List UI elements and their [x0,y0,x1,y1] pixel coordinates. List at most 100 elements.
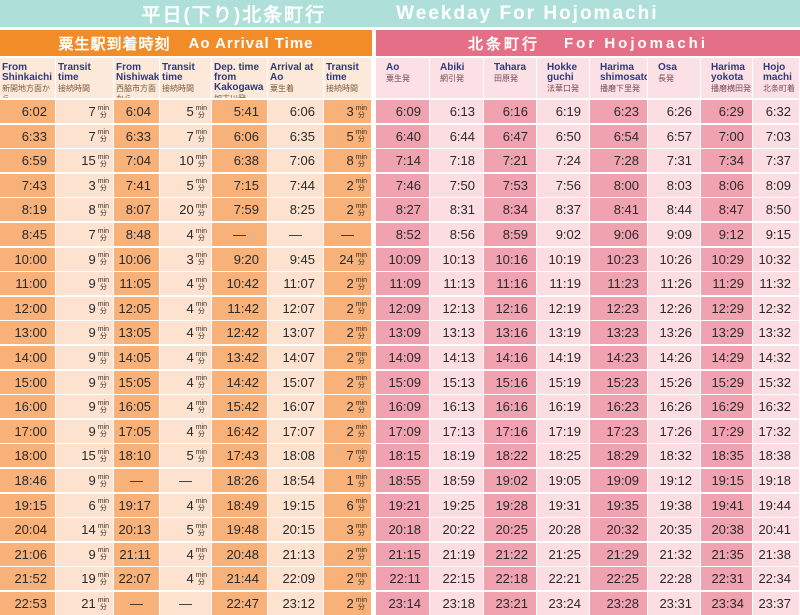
table-cell: 19:44 [753,493,799,517]
table-cell: 8:44 [648,198,700,222]
table-cell: 8:31 [430,198,483,222]
column-header-en: Transit time [162,62,195,83]
transit-minutes: 9 [88,423,96,439]
table-cell: 3 min 分 [160,247,211,271]
table-cell: 2 min 分 [324,370,371,394]
table-cell: 19:18 [753,469,799,492]
transit-minutes: 10 [179,153,194,169]
minutes-unit: min 分 [97,571,109,586]
minutes-unit: min 分 [355,399,367,414]
table-cell: 12:42 [212,321,267,345]
table-cell: 8:07 [114,198,159,222]
table-cell: 2 min 分 [324,567,371,591]
table-cell: 6:26 [648,100,700,123]
table-cell: 5 min 分 [324,124,371,148]
table-row: 7:43 3 min 分 7:41 5 min 分 7:15 7:44 2 min 分 7:46 7:50 7… [0,173,800,197]
table-cell: 9 min 分 [56,469,113,492]
minutes-unit: min 分 [355,104,367,119]
table-cell: 6:59 [0,149,55,173]
table-cell: 18:19 [430,444,483,468]
table-cell: 8:45 [0,223,55,246]
minutes-unit: min 分 [97,473,109,488]
table-cell: 6:09 [376,100,429,123]
table-cell: 8:34 [484,198,536,222]
table-cell: 6:29 [701,100,752,123]
transit-minutes: 4 [186,325,194,341]
table-cell: 15:13 [430,370,483,394]
table-cell: 11:00 [0,272,55,296]
table-cell: 5 min 分 [160,173,211,197]
table-cell: 10:29 [701,247,752,271]
table-cell: 14:19 [537,346,589,369]
table-cell: 11:07 [268,272,323,296]
table-cell: 4 min 分 [160,395,211,419]
table-cell: 17:26 [648,419,700,443]
table-cell: 19:31 [537,493,589,517]
transit-minutes: 2 [346,300,354,316]
table-cell: 18:29 [590,444,647,468]
table-cell: 11:32 [753,272,799,296]
minutes-unit: min 分 [355,325,367,340]
table-row: 8:45 7 min 分 8:48 4 min 分 — — —8:52 8:56 8:59 9:02 9:0… [0,223,800,246]
minutes-unit: min 分 [355,129,367,144]
column-header: Hokke guchi 法華口発 [537,58,589,98]
transit-minutes: 2 [346,571,354,587]
table-cell: 11:23 [590,272,647,296]
column-header: Transit time 接続時間 [160,58,211,98]
table-cell: 6:33 [0,124,55,148]
table-cell: 16:26 [648,395,700,419]
table-cell: 11:29 [701,272,752,296]
column-header-en: Transit time [326,62,359,83]
table-cell: 12:00 [0,296,55,320]
transit-minutes: 7 [186,128,194,144]
transit-minutes: 2 [346,596,354,611]
table-row: 6:33 7 min 分 6:33 7 min 分 6:06 6:35 5 min 分 6:40 6:44 6… [0,124,800,148]
table-cell: 7:21 [484,149,536,173]
table-cell: 16:00 [0,395,55,419]
table-cell: 23:37 [753,592,799,615]
table-cell: 2 min 分 [324,419,371,443]
table-cell: — [160,469,211,492]
minutes-unit: min 分 [355,547,367,562]
table-cell: 4 min 分 [160,321,211,345]
table-cell: 8 min 分 [56,198,113,222]
column-header-jp: 新開地方面から [2,84,50,98]
table-cell: 13:16 [484,321,536,345]
table-cell: 10:16 [484,247,536,271]
table-cell: 18:15 [376,444,429,468]
table-cell: 23:18 [430,592,483,615]
table-cell: 10:42 [212,272,267,296]
table-cell: 19:05 [537,469,589,492]
table-cell: 7:04 [114,149,159,173]
table-cell: 23:24 [537,592,589,615]
table-cell: 19:38 [648,493,700,517]
column-header-jp: 西脇市方面から [116,84,156,98]
table-cell: 14:32 [753,346,799,369]
table-row: 17:00 9 min 分 17:05 4 min 分 16:42 17:07 2 min 分 17:09… [0,419,800,443]
table-row: 20:04 14 min 分 20:13 5 min 分 19:48 20:15 3 min 分 20:1… [0,518,800,542]
table-cell: 9:09 [648,223,700,246]
table-cell: 18:49 [212,493,267,517]
table-cell: 18:55 [376,469,429,492]
table-cell: 13:07 [268,321,323,345]
table-cell: 16:05 [114,395,159,419]
column-header-en: Transit time [58,62,91,83]
table-cell: 19:15 [701,469,752,492]
table-cell: 6:54 [590,124,647,148]
page-title: 平日(下り)北条町行 Weekday For Hojomachi [0,0,800,27]
table-cell: 21:22 [484,542,536,566]
minutes-unit: min 分 [97,498,109,513]
minutes-unit: min 分 [195,178,207,193]
table-cell: 18:35 [701,444,752,468]
table-row: 22:53 21 min 分 — —22:47 23:12 2 min 分 23:14 23:18 23… [0,592,800,615]
table-cell: 4 min 分 [160,493,211,517]
column-header-en: Harima shimosato [600,62,647,83]
table-cell: 8 min 分 [324,149,371,173]
table-cell: 20:28 [537,518,589,542]
transit-minutes: 3 [186,251,194,267]
transit-minutes: 19 [81,571,96,587]
transit-minutes: 7 [346,448,354,464]
table-cell: 20:38 [701,518,752,542]
table-row: 16:00 9 min 分 16:05 4 min 分 15:42 16:07 2 min 分 16:09… [0,395,800,419]
column-header-en: Osa [658,62,677,73]
